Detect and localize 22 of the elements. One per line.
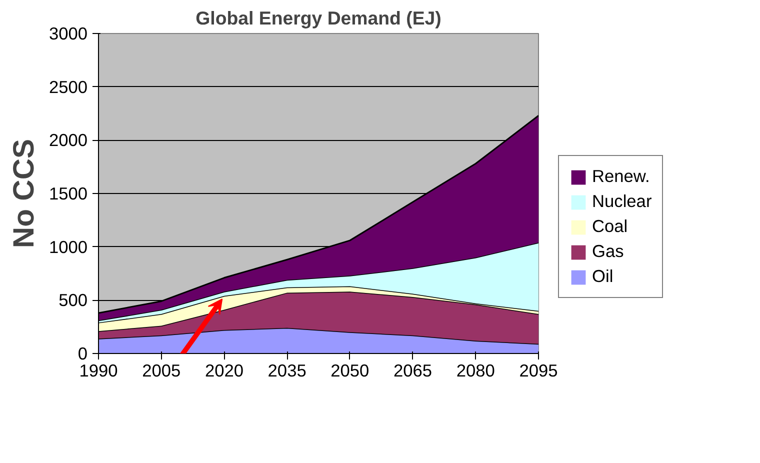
x-tick-label: 2005 [142,360,181,380]
x-tick-label: 1990 [79,360,118,380]
legend-label: Nuclear [592,191,652,212]
y-tick-label: 1500 [48,184,88,204]
y-tick-label: 2500 [48,76,88,97]
y-tick-label: 1000 [48,236,88,257]
legend-label: Coal [592,216,628,237]
x-tick-label: 2065 [394,360,432,380]
x-tick-label: 2035 [268,360,306,380]
legend-label: Oil [592,266,614,287]
x-tick-label: 2095 [519,360,558,380]
y-tick-label: 500 [58,290,88,310]
y-tick-label: 3000 [48,24,88,44]
y-tick-label: 0 [78,344,88,364]
x-tick-label: 2020 [204,360,244,380]
x-tick-label: 2050 [330,360,370,380]
y-tick-label: 2000 [48,130,88,150]
x-tick-label: 2080 [456,360,495,380]
legend-label: Gas [592,241,624,262]
chart-title: Global Energy Demand (EJ) [196,8,442,28]
text: No CCS [8,138,40,248]
legend-label: Renew. [592,166,650,187]
